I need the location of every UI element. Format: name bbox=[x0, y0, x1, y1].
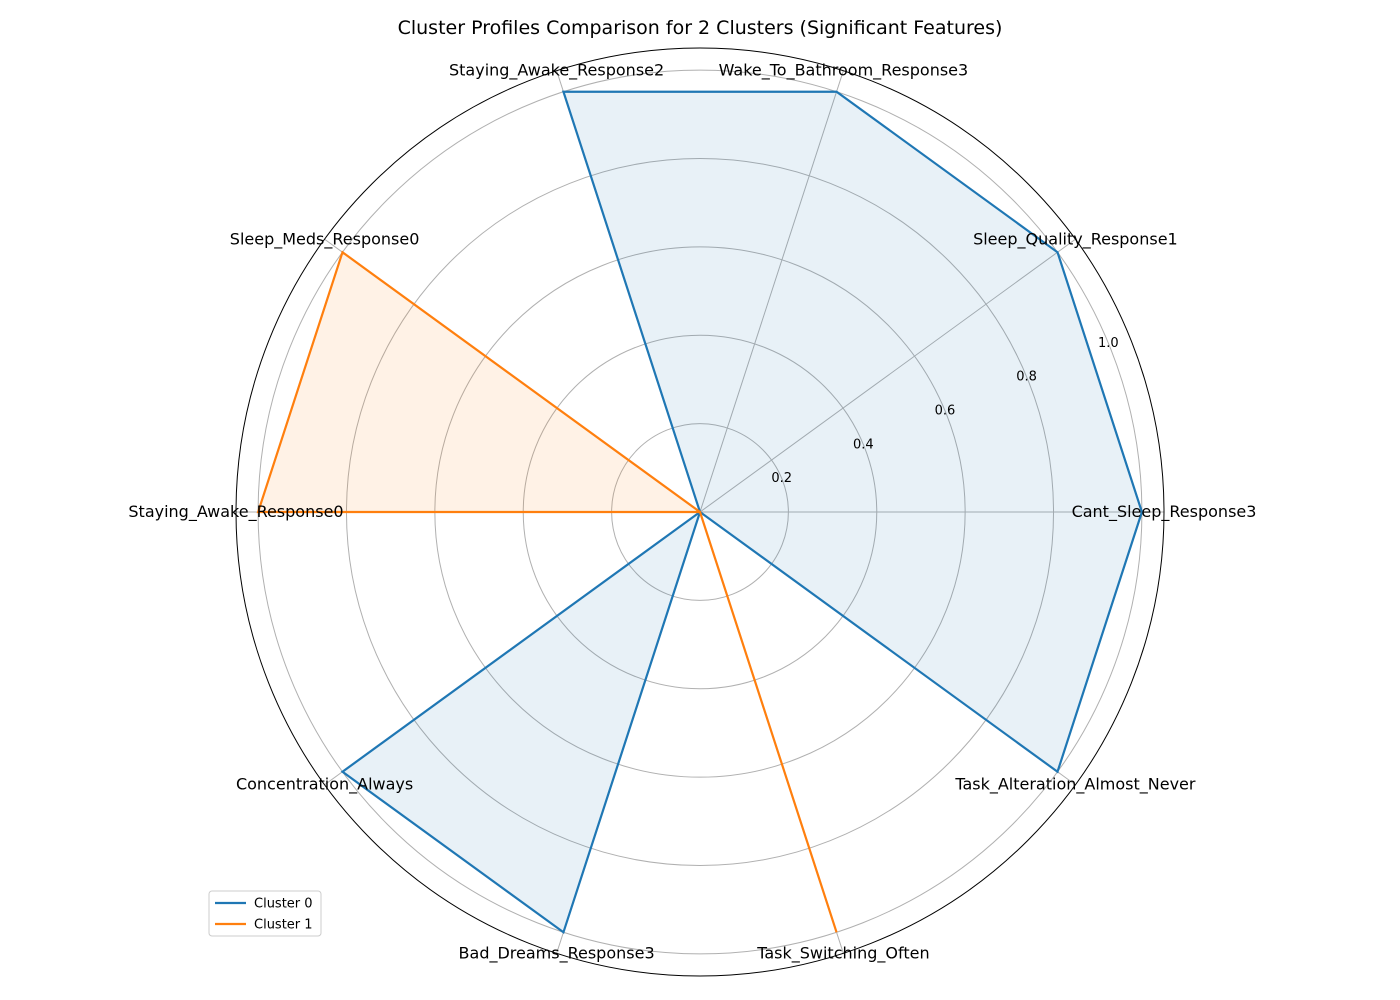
axis-label-1: Sleep_Quality_Response1 bbox=[973, 229, 1178, 249]
radial-tick-label-2: 0.6 bbox=[935, 404, 956, 419]
axis-label-0: Cant_Sleep_Response3 bbox=[1072, 502, 1257, 522]
axis-label-8: Task_Switching_Often bbox=[756, 943, 929, 963]
series-layer bbox=[256, 90, 1143, 935]
axis-label-7: Bad_Dreams_Response3 bbox=[459, 943, 655, 963]
chart-title: Cluster Profiles Comparison for 2 Cluste… bbox=[398, 17, 1003, 39]
axis-label-4: Sleep_Meds_Response0 bbox=[230, 229, 420, 249]
series-fill-0 bbox=[342, 91, 1142, 933]
radial-tick-label-3: 0.8 bbox=[1016, 370, 1037, 385]
outer-frame bbox=[235, 47, 1165, 977]
axis-label-9: Task_Alteration_Almost_Never bbox=[954, 775, 1196, 795]
angular-gridline-1 bbox=[699, 238, 1076, 513]
radial-tick-labels: 0.2 0.4 0.6 0.8 1.0 bbox=[771, 336, 1118, 486]
angular-gridline-2 bbox=[699, 70, 844, 513]
axis-labels: Cant_Sleep_Response3 Sleep_Quality_Respon… bbox=[128, 61, 1256, 964]
axis-label-5: Staying_Awake_Response0 bbox=[128, 502, 343, 522]
legend: Cluster 0 Cluster 1 bbox=[208, 890, 322, 937]
axis-label-6: Concentration_Always bbox=[236, 775, 413, 795]
axis-label-3: Staying_Awake_Response2 bbox=[449, 61, 664, 81]
radial-tick-label-4: 1.0 bbox=[1098, 336, 1119, 351]
legend-label-1: Cluster 1 bbox=[254, 918, 313, 933]
axis-label-2: Wake_To_Bathroom_Response3 bbox=[719, 61, 969, 81]
series-line-1 bbox=[256, 250, 838, 933]
legend-label-0: Cluster 0 bbox=[254, 897, 313, 912]
radial-tick-label-0: 0.2 bbox=[771, 471, 792, 486]
radial-tick-label-1: 0.4 bbox=[853, 437, 874, 452]
series-line-0 bbox=[340, 90, 1143, 935]
series-fill-1 bbox=[258, 252, 837, 933]
